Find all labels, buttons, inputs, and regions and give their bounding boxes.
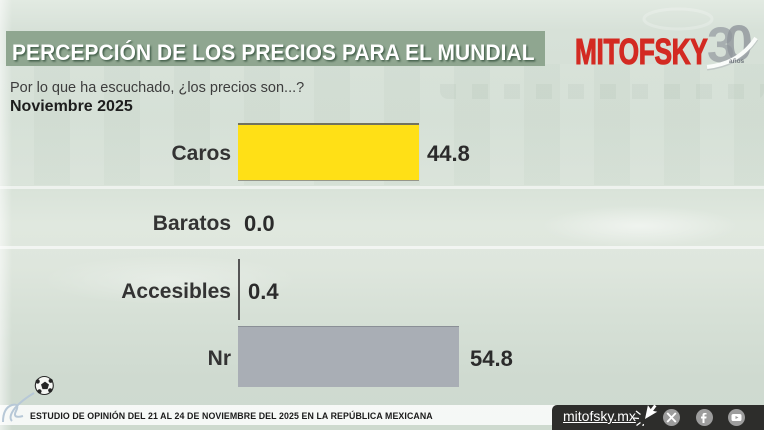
svg-text:años: años xyxy=(729,58,745,65)
